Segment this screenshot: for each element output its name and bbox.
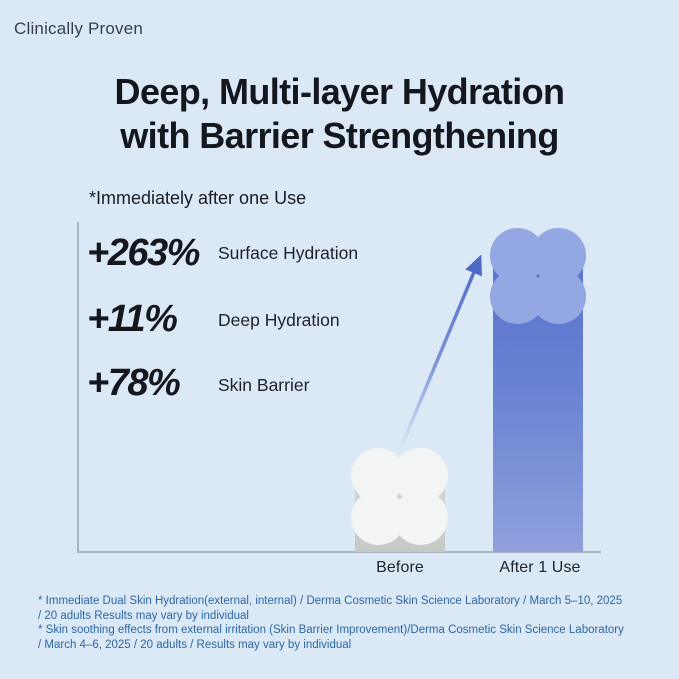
stat-value-surface-hydration: +263% — [87, 232, 200, 274]
x-label-before: Before — [376, 559, 424, 576]
footnote-line-4: / March 4–6, 2025 / 20 adults / Results … — [38, 638, 352, 651]
title-line-2: with Barrier Strengthening — [120, 114, 559, 156]
footnote-line-1: * Immediate Dual Skin Hydration(external… — [38, 595, 623, 607]
stat-label-surface-hydration: Surface Hydration — [218, 243, 359, 263]
clinically-proven-label: Clinically Proven — [14, 19, 144, 38]
x-axis-line — [77, 551, 601, 553]
stat-label-deep-hydration: Deep Hydration — [218, 310, 340, 330]
stat-value-deep-hydration: +11% — [87, 298, 178, 340]
footnote-line-3: * Skin soothing effects from external ir… — [38, 624, 624, 637]
footnotes-block: * Immediate Dual Skin Hydration(external… — [38, 594, 663, 652]
flower-petal — [392, 489, 448, 545]
growth-arrow-icon — [398, 254, 482, 452]
page-title: Deep, Multi-layer Hydration with Barrier … — [0, 70, 679, 158]
flower-petal — [531, 269, 586, 324]
before-flower-icon — [351, 448, 448, 545]
stat-value-skin-barrier: +78% — [87, 362, 181, 404]
footnote-line-2: / 20 adults Results may vary by individu… — [38, 609, 249, 622]
x-label-after: After 1 Use — [499, 559, 581, 576]
after-flower-icon — [490, 228, 586, 324]
stat-label-skin-barrier: Skin Barrier — [218, 375, 310, 395]
title-line-1: Deep, Multi-layer Hydration — [114, 71, 565, 112]
y-axis-line — [77, 222, 79, 553]
subtitle-note: *Immediately after one Use — [89, 188, 307, 208]
